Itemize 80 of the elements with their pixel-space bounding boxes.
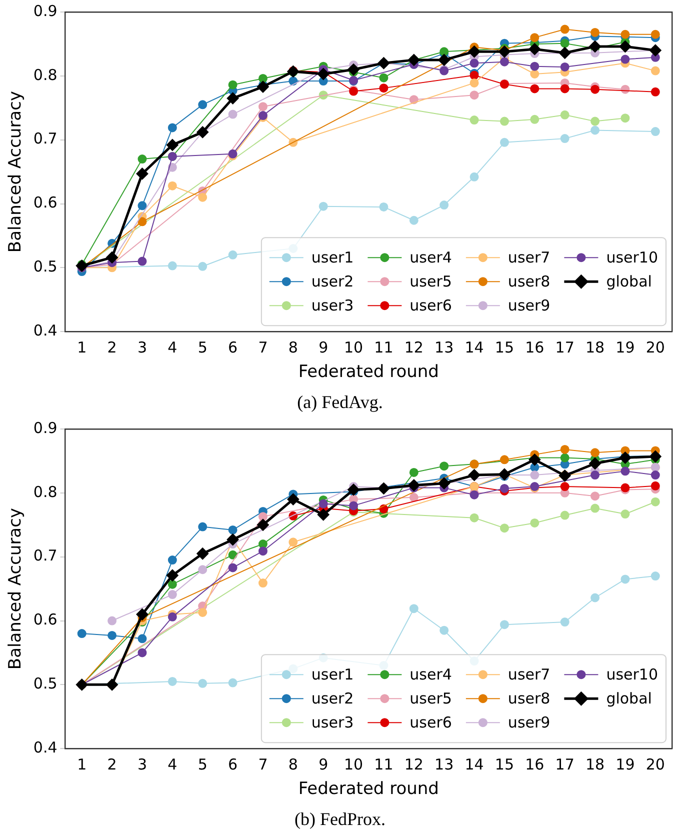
legend-label: global (606, 272, 652, 290)
y-tick-label: 0.9 (33, 2, 58, 20)
legend-label: user5 (410, 689, 452, 708)
x-tick-label: 17 (555, 338, 574, 356)
x-tick-label: 15 (494, 338, 514, 356)
x-tick-label: 14 (464, 755, 484, 774)
legend-label: user4 (410, 665, 452, 684)
x-tick-label: 12 (404, 755, 424, 774)
legend-label: user1 (311, 248, 354, 266)
x-tick-label: 12 (404, 338, 424, 356)
x-tick-label: 10 (344, 338, 364, 356)
x-tick-label: 1 (77, 755, 87, 774)
x-tick-label: 2 (107, 755, 117, 774)
x-tick-label: 11 (374, 338, 394, 356)
y-tick-label: 0.4 (33, 321, 58, 340)
x-tick-label: 16 (525, 755, 544, 774)
legend-label: user4 (410, 248, 452, 266)
x-tick-label: 4 (168, 338, 178, 356)
legend-label: user3 (311, 713, 354, 732)
x-tick-label: 16 (525, 338, 544, 356)
x-tick-label: 4 (168, 755, 178, 774)
y-tick-label: 0.8 (33, 66, 58, 84)
legend-label: user7 (508, 248, 550, 266)
y-tick-label: 0.7 (33, 546, 58, 565)
x-tick-label: 18 (585, 338, 605, 356)
y-tick-label: 0.6 (33, 610, 58, 629)
y-tick-label: 0.9 (33, 418, 58, 437)
legend-label: global (606, 689, 652, 708)
x-tick-label: 19 (616, 755, 635, 774)
x-tick-label: 13 (434, 338, 454, 356)
x-tick-label: 17 (555, 755, 574, 774)
y-axis-title: Balanced Accuracy (6, 90, 26, 253)
x-tick-label: 18 (585, 755, 605, 774)
text: (b) FedProx. (294, 808, 386, 831)
x-tick-label: 7 (258, 338, 268, 356)
y-tick-label: 0.5 (33, 258, 58, 276)
x-tick-label: 13 (434, 755, 454, 774)
x-tick-label: 11 (374, 755, 394, 774)
y-tick-label: 0.8 (33, 482, 58, 501)
x-tick-label: 9 (318, 338, 328, 356)
legend-label: user9 (508, 296, 550, 314)
legend-label: user5 (410, 272, 452, 290)
x-tick-label: 20 (646, 755, 665, 774)
legend-label: user6 (410, 713, 452, 732)
x-tick-label: 19 (616, 338, 635, 356)
x-tick-label: 8 (288, 755, 298, 774)
legend-label: user8 (508, 689, 550, 708)
y-tick-label: 0.7 (33, 130, 58, 148)
legend-label: user8 (508, 272, 550, 290)
x-tick-label: 8 (288, 338, 298, 356)
legend-label: user9 (508, 713, 550, 732)
x-tick-label: 7 (258, 755, 268, 774)
legend-label: user6 (410, 296, 452, 314)
x-tick-label: 6 (228, 338, 238, 356)
y-tick-label: 0.5 (33, 674, 58, 693)
legend-label: user1 (311, 665, 354, 684)
x-tick-label: 15 (494, 755, 514, 774)
x-tick-label: 5 (198, 338, 208, 356)
y-tick-label: 0.4 (33, 738, 58, 756)
x-tick-label: 6 (228, 755, 238, 774)
legend-label: user7 (508, 665, 550, 684)
x-axis-title: Federated round (298, 362, 439, 382)
x-tick-label: 1 (77, 338, 87, 356)
x-tick-label: 5 (198, 755, 208, 774)
x-tick-label: 10 (344, 755, 364, 774)
x-tick-label: 3 (137, 755, 148, 774)
legend-label: user10 (606, 665, 658, 684)
legend-label: user2 (311, 689, 354, 708)
x-tick-label: 14 (464, 338, 484, 356)
x-tick-label: 20 (646, 338, 665, 356)
y-axis-title: Balanced Accuracy (6, 508, 26, 670)
text: (a) FedAvg. (296, 391, 384, 414)
legend-label: user2 (311, 272, 354, 290)
legend-label: user3 (311, 296, 354, 314)
y-tick-label: 0.6 (33, 194, 58, 212)
x-tick-label: 9 (318, 755, 328, 774)
x-axis-title: Federated round (298, 779, 439, 800)
legend-label: user10 (606, 248, 658, 266)
x-tick-label: 3 (137, 338, 148, 356)
x-tick-label: 2 (107, 338, 117, 356)
